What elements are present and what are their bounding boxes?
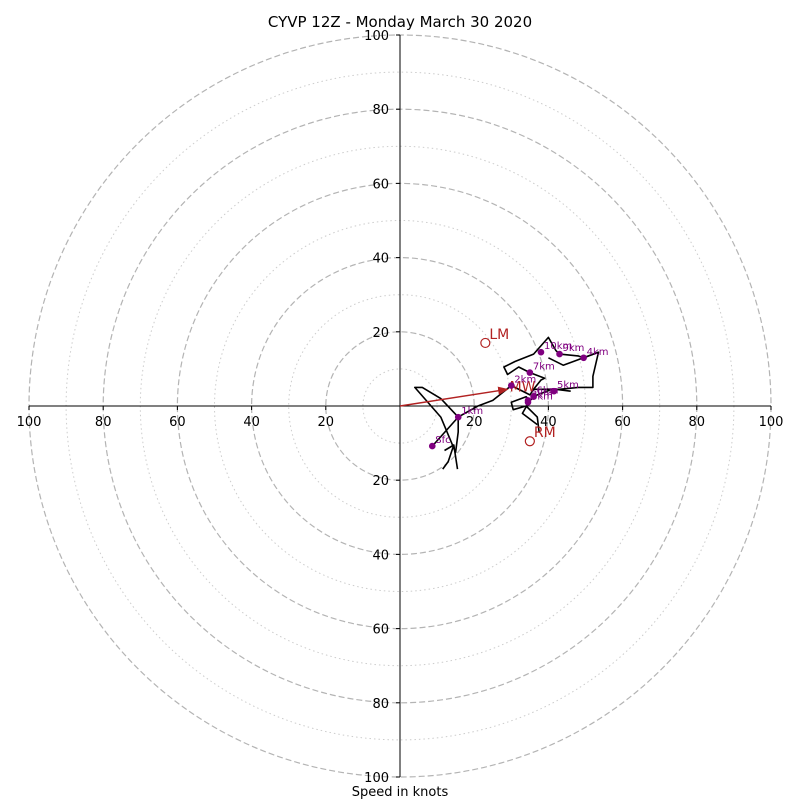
height-label-10km: 10km [544, 341, 572, 352]
x-tick-label: 20 [318, 415, 335, 430]
height-marker-5km [550, 387, 558, 395]
x-axis-label: Speed in knots [352, 785, 449, 800]
y-tick-label: 20 [372, 474, 389, 489]
height-label-4km: 4km [587, 347, 609, 358]
y-tick-label: 100 [364, 29, 389, 44]
mean-wind-label: MW [510, 379, 536, 395]
storm-motion-marker-rm [524, 436, 535, 447]
y-tick-label: 80 [372, 697, 389, 712]
y-tick-label: 20 [372, 326, 389, 341]
x-tick-label: 40 [243, 415, 260, 430]
x-tick-label: 20 [466, 415, 483, 430]
chart-title: CYVP 12Z - Monday March 30 2020 [268, 13, 532, 31]
y-tick-label: 80 [372, 103, 389, 118]
hodograph-segment-4 [442, 444, 455, 470]
y-tick-label: 40 [372, 252, 389, 267]
hodograph-segment-2 [548, 351, 599, 367]
y-tick-label: 100 [364, 771, 389, 786]
height-label-8km: 8km [531, 391, 553, 402]
height-label-sfc: Sfc [435, 435, 450, 446]
x-tick-label: 60 [169, 415, 186, 430]
height-marker-10km [537, 348, 545, 356]
height-label-1km: 1km [461, 406, 483, 417]
x-tick-label: 100 [17, 415, 42, 430]
height-marker-9km [556, 350, 563, 358]
height-label-6km: 6km [537, 386, 559, 397]
height-marker-4km [580, 354, 587, 362]
height-marker-7km [526, 369, 534, 376]
height-label-7km: 7km [533, 362, 555, 373]
height-marker-2km [508, 382, 515, 389]
x-tick-label: 80 [689, 415, 706, 430]
x-tick-label: 60 [614, 415, 631, 430]
height-label-5km: 5km [557, 380, 579, 391]
storm-motion-marker-lm [480, 337, 491, 349]
y-tick-label: 60 [372, 623, 389, 638]
storm-motion-vectors: MW LM RM [399, 327, 556, 447]
height-marker-8km [524, 398, 532, 406]
y-tick-label: 60 [372, 177, 389, 192]
mean-wind-arrow [399, 386, 509, 407]
height-label-9km: 9km [563, 343, 585, 354]
x-tick-label: 100 [759, 415, 784, 430]
height-label-2km: 2km [514, 375, 536, 386]
storm-motion-label-lm: LM [489, 327, 509, 343]
x-tick-label: 40 [540, 415, 557, 430]
storm-motion-label-rm: RM [534, 425, 556, 441]
y-tick-label: 40 [372, 548, 389, 563]
height-marker-sfc [428, 442, 436, 450]
height-marker-1km [454, 413, 462, 421]
hodograph-trace [413, 336, 600, 470]
height-label-3km: 3km [531, 389, 553, 400]
tick-labels: 100 80 60 40 20 20 40 60 80 100 100 80 60 40 20 20 40 60 8… [17, 29, 784, 786]
height-marker-6km [530, 393, 537, 401]
x-tick-label: 80 [95, 415, 112, 430]
